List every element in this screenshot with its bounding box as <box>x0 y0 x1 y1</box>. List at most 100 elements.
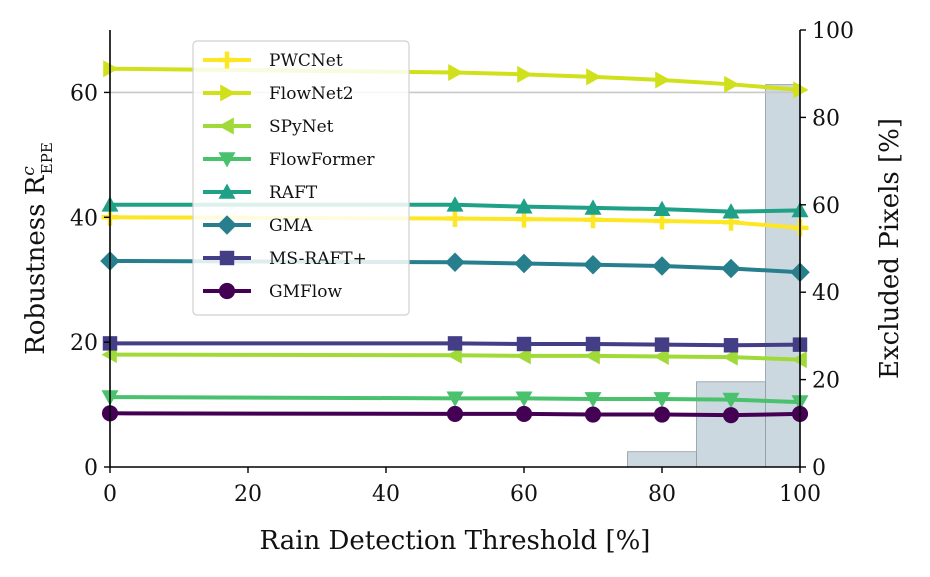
y-left-title-sup: c <box>19 166 39 176</box>
data-point <box>517 65 533 83</box>
legend-label: MS-RAFT+ <box>269 249 367 269</box>
data-point <box>586 68 602 86</box>
x-tick-label: 20 <box>234 482 262 507</box>
data-point <box>791 351 807 369</box>
data-point <box>653 200 671 216</box>
series-raft <box>101 196 809 219</box>
histogram-layer <box>627 84 801 468</box>
y-left-title-main: Robustness R <box>21 174 51 354</box>
data-point <box>585 336 601 352</box>
series-spynet <box>101 346 807 369</box>
y-right-tick-label: 60 <box>812 194 840 219</box>
data-point <box>652 256 672 276</box>
data-point <box>722 348 738 366</box>
data-point <box>654 337 670 352</box>
data-point <box>446 210 464 228</box>
data-point <box>515 391 533 407</box>
data-point <box>793 81 809 99</box>
data-point <box>721 258 741 279</box>
data-point <box>447 336 463 351</box>
y-right-axis-title: Excluded Pixels [%] <box>875 118 905 379</box>
series-layer <box>100 60 810 424</box>
data-point <box>446 196 464 212</box>
series-gma <box>100 251 810 282</box>
y-right-tick-label: 20 <box>812 369 840 394</box>
y-left-tick-label: 0 <box>84 456 98 481</box>
x-tick-label: 0 <box>103 482 117 507</box>
legend-frame <box>192 40 410 316</box>
data-point <box>584 406 602 423</box>
legend-entry: GMA <box>203 215 313 236</box>
series-flowformer <box>101 390 809 411</box>
legend-entry: PWCNet <box>203 51 343 71</box>
data-point <box>722 407 740 424</box>
data-point <box>723 338 739 353</box>
series-ms-raft- <box>102 336 808 353</box>
data-point <box>722 203 740 219</box>
x-tick-label: 60 <box>510 482 538 507</box>
y-left-tick-label: 40 <box>70 206 98 231</box>
y-right-tick-label: 100 <box>812 19 854 44</box>
data-point <box>724 75 740 93</box>
data-point <box>445 252 465 273</box>
y-left-tick-label: 60 <box>70 81 98 106</box>
x-tick-label: 40 <box>372 482 400 507</box>
data-point <box>516 336 532 352</box>
legend-label: SPyNet <box>269 117 334 137</box>
y-right-tick-label: 80 <box>812 106 840 131</box>
data-point <box>446 346 462 364</box>
data-point <box>515 210 533 228</box>
legend-label: PWCNet <box>269 51 343 71</box>
data-point <box>514 253 534 274</box>
data-point <box>722 392 740 409</box>
legend-entry: GMFlow <box>203 282 342 302</box>
series-gmflow <box>101 405 809 424</box>
legend: PWCNet FlowNet2 SPyNet FlowFormer RAFT GMA MS-… <box>192 40 410 316</box>
data-point <box>653 392 671 408</box>
legend-label: GMFlow <box>269 282 342 302</box>
legend-entry: MS-RAFT+ <box>203 249 367 269</box>
data-point <box>515 198 533 214</box>
data-point <box>583 254 603 275</box>
y-left-tick-label: 20 <box>70 331 98 356</box>
data-point <box>584 392 602 408</box>
y-right-tick-label: 0 <box>812 456 826 481</box>
x-axis-title: Rain Detection Threshold [%] <box>260 526 651 556</box>
x-tick-label: 80 <box>648 482 676 507</box>
histogram-bar-0 <box>627 451 697 468</box>
legend-entry: FlowNet2 <box>203 84 354 104</box>
data-point <box>103 60 119 78</box>
legend-marker <box>217 215 237 235</box>
legend-label: GMA <box>269 216 313 236</box>
y-left-title-sub: EPE <box>38 142 56 174</box>
legend-label: FlowFormer <box>269 150 375 170</box>
legend-marker <box>218 152 236 168</box>
data-point <box>448 63 464 81</box>
legend-entry: SPyNet <box>203 117 334 137</box>
data-point <box>653 348 669 366</box>
data-point <box>515 347 531 365</box>
legend-label: RAFT <box>269 183 318 203</box>
legend-label: FlowNet2 <box>269 84 354 104</box>
legend-entry: RAFT <box>203 183 318 203</box>
data-point <box>446 405 464 423</box>
data-point <box>584 199 602 215</box>
legend-marker <box>218 117 234 135</box>
y-left-axis-title: Robustness RcEPE <box>19 142 56 355</box>
x-tick-label: 100 <box>779 482 821 507</box>
data-point <box>653 406 671 423</box>
legend-marker <box>220 84 236 102</box>
data-point <box>446 391 464 407</box>
legend-marker <box>219 250 235 266</box>
data-point <box>584 347 600 365</box>
legend-marker <box>218 51 236 69</box>
legend-entry: FlowFormer <box>203 150 375 170</box>
legend-marker <box>218 282 236 300</box>
data-point <box>655 71 671 89</box>
y-right-tick-label: 40 <box>812 281 840 306</box>
legend-marker <box>218 183 236 199</box>
data-point <box>515 405 533 423</box>
series-flownet2 <box>103 60 809 99</box>
